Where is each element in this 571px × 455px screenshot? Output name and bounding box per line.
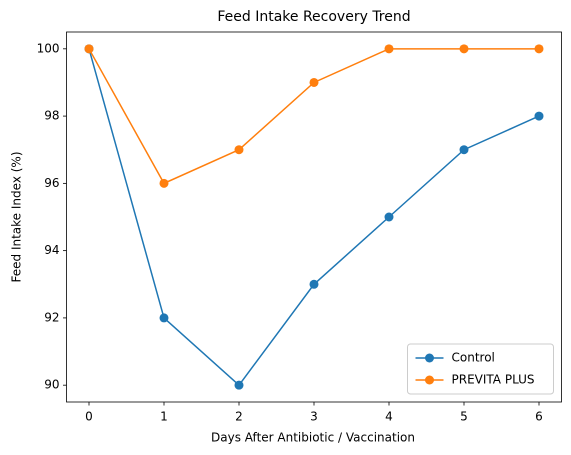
- y-tick-label: 94: [44, 243, 59, 257]
- data-point: [534, 111, 544, 121]
- y-tick-label: 90: [44, 378, 59, 392]
- data-point: [159, 313, 169, 323]
- chart-title: Feed Intake Recovery Trend: [217, 9, 410, 25]
- data-point: [534, 44, 544, 54]
- x-tick-label: 3: [310, 410, 318, 424]
- x-tick-label: 1: [160, 410, 168, 424]
- x-tick-label: 4: [385, 410, 393, 424]
- data-point: [309, 77, 319, 87]
- legend-label: Control: [452, 351, 495, 365]
- x-tick-label: 5: [460, 410, 468, 424]
- data-point: [159, 178, 169, 188]
- data-point: [459, 44, 469, 54]
- series-line: [88, 48, 539, 185]
- legend: Control PREVITA PLUS: [407, 343, 554, 395]
- data-point: [234, 145, 244, 155]
- legend-label: PREVITA PLUS: [452, 373, 535, 387]
- data-point: [84, 44, 94, 54]
- data-point: [459, 145, 469, 155]
- data-point: [234, 380, 244, 390]
- x-tick-label: 0: [85, 410, 93, 424]
- legend-marker: [425, 353, 434, 363]
- y-tick-label: 98: [44, 109, 59, 123]
- x-tick-label: 2: [235, 410, 243, 424]
- y-tick-label: 92: [44, 310, 59, 324]
- x-tick-label: 6: [535, 410, 543, 424]
- y-axis-label: Feed Intake Index (%): [10, 152, 24, 283]
- y-tick-label: 96: [44, 176, 59, 190]
- data-point: [309, 279, 319, 289]
- data-point: [384, 44, 394, 54]
- x-axis-label: Days After Antibiotic / Vaccination: [211, 431, 415, 445]
- y-tick-label: 100: [37, 41, 60, 55]
- legend-box: [407, 343, 554, 395]
- legend-marker: [425, 375, 434, 385]
- series-line: [88, 48, 540, 387]
- data-point: [384, 212, 394, 222]
